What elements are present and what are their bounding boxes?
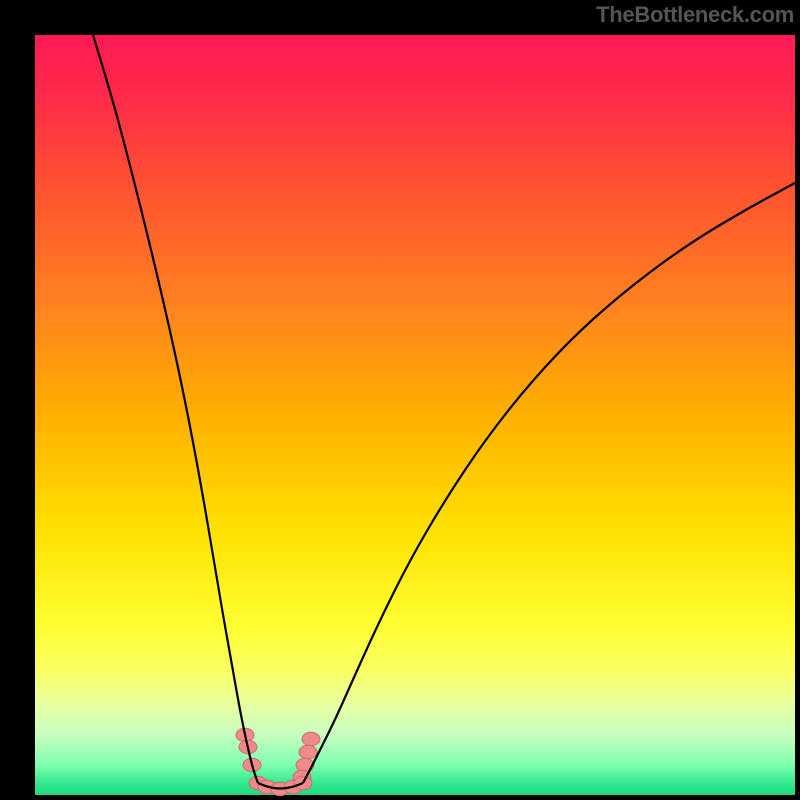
curve-layer [35,35,795,795]
data-marker [299,745,317,759]
chart-container: TheBottleneck.com [0,0,800,800]
plot-area [35,35,795,795]
data-markers [236,728,320,796]
curve-left-branch [93,35,258,783]
curve-right-branch [303,183,795,783]
data-marker [302,732,320,746]
watermark-text: TheBottleneck.com [596,2,794,28]
